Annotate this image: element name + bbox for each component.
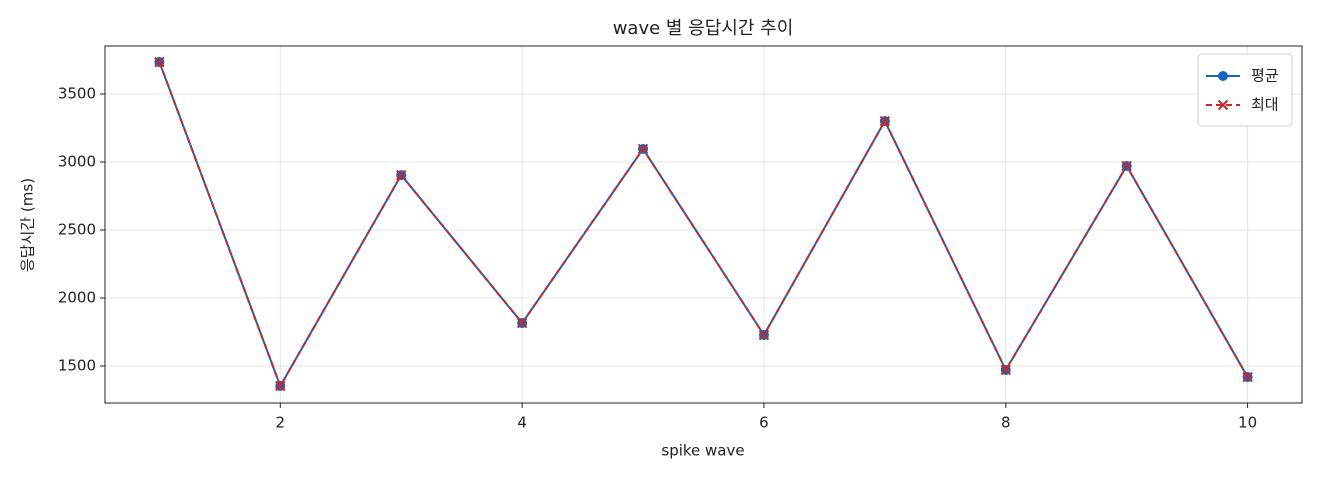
y-tick-label: 1500 bbox=[58, 357, 96, 375]
series-line bbox=[158, 61, 1249, 389]
y-tick-label: 2000 bbox=[58, 289, 96, 307]
point bbox=[637, 143, 649, 155]
point bbox=[516, 317, 528, 329]
x-axis-label: spike wave bbox=[661, 442, 744, 460]
point bbox=[1000, 364, 1011, 376]
y-axis-label: 응답시간 (ms) bbox=[19, 178, 37, 272]
point bbox=[758, 329, 770, 341]
x-tick-label: 8 bbox=[1001, 414, 1011, 432]
x-tick-label: 6 bbox=[759, 414, 769, 432]
point bbox=[275, 380, 286, 392]
chart-title: wave 별 응답시간 추이 bbox=[613, 18, 794, 39]
point bbox=[1242, 371, 1253, 383]
plot-frame bbox=[104, 45, 1303, 404]
point bbox=[396, 169, 407, 181]
series-line bbox=[158, 61, 1249, 389]
x-tick-label: 4 bbox=[517, 414, 527, 432]
x-tick-label: 2 bbox=[276, 414, 286, 432]
legend-marker bbox=[1218, 71, 1228, 81]
point bbox=[879, 115, 891, 127]
x-tick-label: 10 bbox=[1238, 414, 1257, 432]
legend-marker bbox=[1217, 99, 1229, 111]
y-tick-label: 2500 bbox=[58, 221, 96, 239]
y-tick-label: 3500 bbox=[58, 85, 96, 103]
legend-label: 최대 bbox=[1251, 96, 1279, 114]
legend-box bbox=[1197, 53, 1293, 127]
point bbox=[1121, 160, 1132, 172]
y-tick-label: 3000 bbox=[58, 153, 96, 171]
legend-label: 평균 bbox=[1251, 67, 1279, 85]
point bbox=[154, 56, 165, 68]
